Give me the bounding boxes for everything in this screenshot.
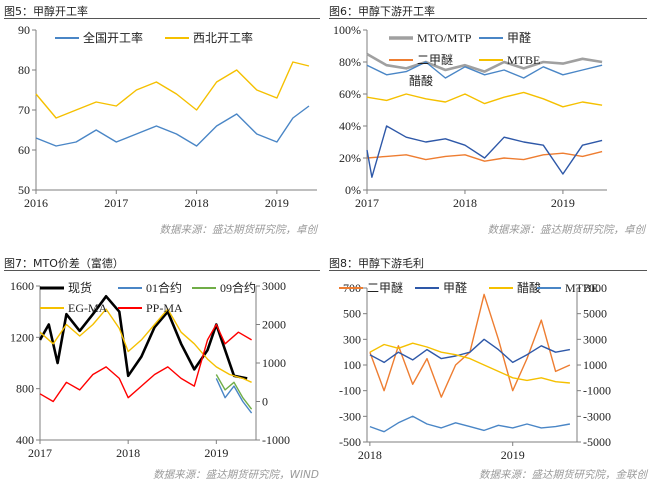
x-tick-label: 2019	[204, 446, 228, 460]
x-tick-label: 2018	[116, 446, 140, 460]
x-tick-label: 2019	[265, 196, 289, 210]
series-line	[369, 338, 571, 364]
y-tick-label: 80	[18, 63, 30, 77]
y2-tick-label: -5000	[583, 435, 611, 449]
chart-plot: 0% 20% 40% 60% 80% 100% 2017 2018 2019 MTO/MTP 甲醛二…	[333, 23, 607, 210]
series-line	[366, 150, 603, 162]
title-divider	[329, 18, 647, 19]
legend-label: 甲醛	[507, 30, 531, 45]
chart-panel-1: 图5：甲醇开工率 50 60 70 80 90 2016 2017 2018 2019 全国开工率…	[0, 0, 327, 245]
y2-tick-label: 1000	[583, 358, 607, 372]
series-line	[38, 294, 248, 380]
y2-tick-label: -1000	[262, 433, 290, 447]
y-tick-label: 90	[18, 23, 30, 37]
y-tick-label: 800	[16, 382, 34, 396]
series-line	[215, 378, 253, 414]
y-tick-label: 20%	[339, 151, 361, 165]
title-divider	[4, 270, 320, 271]
legend-label: 醋酸	[409, 73, 433, 88]
chart-title: 图8：甲醇下游毛利	[329, 257, 424, 270]
chart-panel-2: 图6：甲醇下游开工率 0% 20% 40% 60% 80% 100% 2017 2018 201…	[327, 0, 653, 245]
chart-title: 图7：MTO价差（富德）	[4, 257, 124, 270]
x-tick-label: 2018	[453, 196, 477, 210]
y-tick-label: 100%	[333, 23, 361, 37]
series-line	[35, 105, 310, 147]
chart-source: 数据来源：盛达期货研究院，卓创	[487, 224, 646, 236]
series-line	[369, 415, 571, 433]
y2-tick-label: 3000	[262, 279, 286, 293]
y-tick-label: 40%	[339, 119, 361, 133]
chart-title: 图5：甲醇开工率	[4, 5, 88, 18]
chart-panel-4: 图8：甲醇下游毛利 -500 -300 -100 100 300 500 700 -5000-…	[327, 245, 653, 489]
legend-label: 全国开工率	[83, 30, 143, 45]
legend-label: 09合约	[220, 280, 256, 295]
y2-tick-label: -1000	[583, 384, 611, 398]
x-tick-label: 2017	[104, 196, 128, 210]
y-tick-label: -500	[339, 435, 361, 449]
y2-tick-label: 3000	[583, 332, 607, 346]
legend-label: MTBE	[507, 53, 540, 67]
legend-label: PP-MA	[146, 301, 183, 315]
chart-panel-3: 图7：MTO价差（富德） 400 800 1200 1600 -1000 0 1000 200…	[0, 245, 327, 489]
y2-tick-label: 1000	[262, 356, 286, 370]
series-line	[366, 125, 603, 178]
y2-tick-label: 2000	[262, 318, 286, 332]
y-tick-label: 300	[343, 332, 361, 346]
y-tick-label: 1200	[10, 330, 34, 344]
legend-label: EG-MA	[68, 301, 108, 315]
legend-label: 二甲醚	[417, 53, 453, 67]
y2-tick-label: -3000	[583, 409, 611, 423]
series-line	[366, 91, 603, 108]
series-line	[369, 342, 570, 384]
chart-source: 数据来源：盛达期货研究院，金联创	[479, 469, 647, 481]
chart-source: 数据来源：盛达期货研究院，卓创	[159, 224, 318, 236]
legend-label: 二甲醚	[367, 281, 403, 295]
chart-plot: 400 800 1200 1600 -1000 0 1000 2000 3000 2017 2018…	[10, 279, 290, 460]
y-tick-label: -300	[339, 409, 361, 423]
y2-tick-label: 7000	[583, 281, 607, 295]
legend-label: 西北开工率	[193, 30, 253, 45]
y2-tick-label: 0	[262, 395, 268, 409]
series-line	[35, 61, 310, 119]
legend-label: 现货	[68, 280, 92, 295]
title-divider	[4, 18, 320, 19]
y-tick-label: 60	[18, 143, 30, 157]
legend-label: 甲醛	[443, 280, 467, 295]
y-tick-label: 0%	[345, 183, 361, 197]
x-tick-label: 2018	[358, 448, 382, 462]
y-tick-label: 400	[16, 433, 34, 447]
legend-label: MTO/MTP	[417, 31, 472, 45]
x-tick-label: 2016	[24, 196, 48, 210]
x-tick-label: 2019	[501, 448, 525, 462]
y-tick-label: 80%	[339, 55, 361, 69]
y-tick-label: 100	[343, 358, 361, 372]
legend-label: 醋酸	[517, 280, 541, 295]
series-line	[215, 374, 253, 410]
legend-label: 01合约	[146, 280, 182, 295]
series-line	[39, 323, 252, 403]
series-line	[366, 52, 603, 73]
x-tick-label: 2017	[28, 446, 52, 460]
y-tick-label: 500	[343, 307, 361, 321]
series-line	[369, 293, 571, 398]
x-tick-label: 2017	[355, 196, 379, 210]
y2-tick-label: 5000	[583, 307, 607, 321]
y-tick-label: -100	[339, 384, 361, 398]
x-tick-label: 2018	[185, 196, 209, 210]
chart-source: 数据来源：盛达期货研究院，WIND	[153, 469, 319, 481]
series-line	[366, 61, 603, 79]
chart-plot: -500-300-100100300500700-5000-3000-10001…	[339, 280, 611, 462]
legend-label: MTBE	[565, 281, 598, 295]
chart-title: 图6：甲醇下游开工率	[329, 5, 435, 18]
series-line	[39, 308, 252, 383]
chart-plot: 50 60 70 80 90 2016 2017 2018 2019 全国开工率 西北开工率	[18, 23, 317, 210]
y-tick-label: 70	[18, 103, 30, 117]
y-tick-label: 50	[18, 183, 30, 197]
y-tick-label: 1600	[10, 279, 34, 293]
y-tick-label: 60%	[339, 87, 361, 101]
title-divider	[329, 270, 647, 271]
x-tick-label: 2019	[551, 196, 575, 210]
